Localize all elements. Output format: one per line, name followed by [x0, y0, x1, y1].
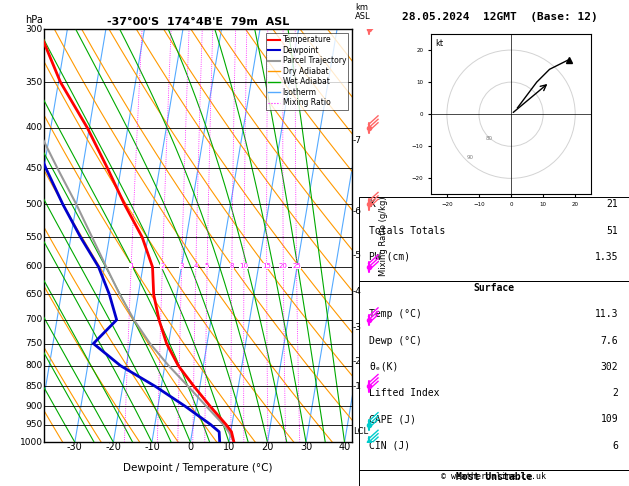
Text: -5: -5: [353, 251, 362, 260]
Text: LCL: LCL: [353, 427, 368, 435]
Legend: Temperature, Dewpoint, Parcel Trajectory, Dry Adiabat, Wet Adiabat, Isotherm, Mi: Temperature, Dewpoint, Parcel Trajectory…: [266, 33, 348, 110]
Text: 90: 90: [466, 155, 473, 160]
Text: 550: 550: [25, 233, 43, 242]
Text: -20: -20: [106, 442, 121, 452]
Text: 1: 1: [129, 263, 133, 269]
Text: PW (cm): PW (cm): [369, 252, 411, 262]
Text: CIN (J): CIN (J): [369, 441, 411, 451]
Text: 40: 40: [338, 442, 350, 452]
Text: 1000: 1000: [19, 438, 43, 447]
Title: -37°00'S  174°4B'E  79m  ASL: -37°00'S 174°4B'E 79m ASL: [107, 17, 289, 27]
Text: 6: 6: [612, 441, 618, 451]
Text: Most Unstable: Most Unstable: [455, 472, 532, 482]
Text: 2: 2: [160, 263, 165, 269]
Text: © weatheronline.co.uk: © weatheronline.co.uk: [442, 472, 546, 481]
Text: 20: 20: [279, 263, 287, 269]
Text: -6: -6: [353, 207, 362, 216]
Text: hPa: hPa: [26, 15, 43, 25]
Text: -30: -30: [67, 442, 83, 452]
Text: -7: -7: [353, 136, 362, 145]
Text: 0: 0: [187, 442, 194, 452]
Text: Surface: Surface: [473, 283, 515, 293]
Text: 2: 2: [612, 388, 618, 398]
Text: -2: -2: [353, 357, 362, 366]
Text: 30: 30: [300, 442, 312, 452]
Text: Lifted Index: Lifted Index: [369, 388, 440, 398]
Text: 650: 650: [25, 290, 43, 299]
Text: 950: 950: [25, 420, 43, 429]
Text: km
ASL: km ASL: [355, 3, 371, 21]
Text: -10: -10: [144, 442, 160, 452]
Text: K: K: [369, 199, 376, 209]
Text: 11.3: 11.3: [594, 310, 618, 319]
Text: Mixing Ratio (g/kg): Mixing Ratio (g/kg): [379, 196, 387, 276]
Text: θₑ(K): θₑ(K): [369, 362, 399, 372]
Text: 300: 300: [25, 25, 43, 34]
Text: 8: 8: [230, 263, 234, 269]
Text: 600: 600: [25, 262, 43, 272]
Text: 750: 750: [25, 339, 43, 348]
Text: 7.6: 7.6: [601, 336, 618, 346]
Text: 900: 900: [25, 401, 43, 411]
Text: 5: 5: [205, 263, 209, 269]
Text: 800: 800: [25, 361, 43, 370]
Text: 25: 25: [292, 263, 301, 269]
Text: Dewpoint / Temperature (°C): Dewpoint / Temperature (°C): [123, 463, 273, 473]
Text: 4: 4: [194, 263, 198, 269]
Text: 700: 700: [25, 315, 43, 324]
Text: 450: 450: [25, 164, 43, 173]
Text: 21: 21: [606, 199, 618, 209]
Text: 20: 20: [261, 442, 274, 452]
Text: 10: 10: [223, 442, 235, 452]
Text: 28.05.2024  12GMT  (Base: 12): 28.05.2024 12GMT (Base: 12): [402, 12, 598, 22]
Text: 3: 3: [179, 263, 184, 269]
Text: -4: -4: [353, 287, 362, 296]
Text: Totals Totals: Totals Totals: [369, 226, 446, 236]
Text: 15: 15: [262, 263, 271, 269]
Text: CAPE (J): CAPE (J): [369, 415, 416, 424]
Text: Dewp (°C): Dewp (°C): [369, 336, 422, 346]
Text: Temp (°C): Temp (°C): [369, 310, 422, 319]
Text: 51: 51: [606, 226, 618, 236]
Text: kt: kt: [436, 39, 444, 48]
Text: 850: 850: [25, 382, 43, 391]
Text: 350: 350: [25, 78, 43, 87]
Text: 400: 400: [25, 123, 43, 132]
Text: 1.35: 1.35: [594, 252, 618, 262]
Text: -3: -3: [353, 323, 362, 331]
Text: 500: 500: [25, 200, 43, 209]
Text: 302: 302: [601, 362, 618, 372]
Text: 10: 10: [240, 263, 248, 269]
Text: 109: 109: [601, 415, 618, 424]
Text: -1: -1: [353, 382, 362, 391]
Text: 80: 80: [486, 136, 493, 141]
